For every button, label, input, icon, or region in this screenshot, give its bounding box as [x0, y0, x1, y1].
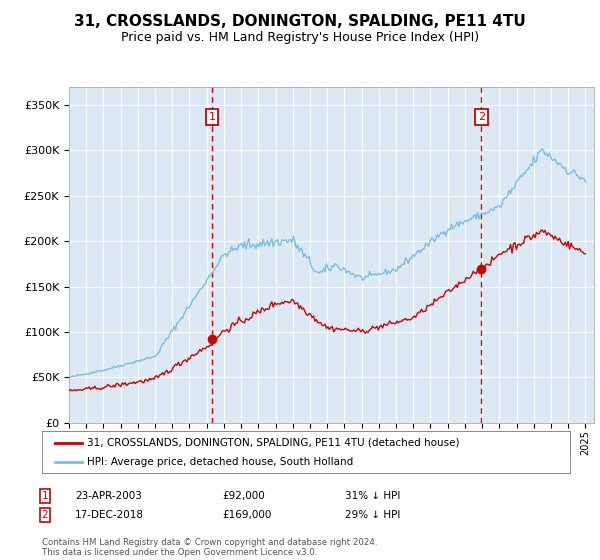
Text: 31, CROSSLANDS, DONINGTON, SPALDING, PE11 4TU: 31, CROSSLANDS, DONINGTON, SPALDING, PE1… [74, 14, 526, 29]
Text: £169,000: £169,000 [222, 510, 271, 520]
Text: Contains HM Land Registry data © Crown copyright and database right 2024.
This d: Contains HM Land Registry data © Crown c… [42, 538, 377, 557]
Text: 31% ↓ HPI: 31% ↓ HPI [345, 491, 400, 501]
Text: £92,000: £92,000 [222, 491, 265, 501]
Text: 2: 2 [478, 112, 485, 122]
Text: HPI: Average price, detached house, South Holland: HPI: Average price, detached house, Sout… [87, 457, 353, 467]
Text: Price paid vs. HM Land Registry's House Price Index (HPI): Price paid vs. HM Land Registry's House … [121, 31, 479, 44]
Text: 1: 1 [209, 112, 215, 122]
Text: 29% ↓ HPI: 29% ↓ HPI [345, 510, 400, 520]
Text: 31, CROSSLANDS, DONINGTON, SPALDING, PE11 4TU (detached house): 31, CROSSLANDS, DONINGTON, SPALDING, PE1… [87, 437, 460, 447]
Text: 17-DEC-2018: 17-DEC-2018 [75, 510, 144, 520]
Text: 2: 2 [41, 510, 49, 520]
Text: 23-APR-2003: 23-APR-2003 [75, 491, 142, 501]
Text: 1: 1 [41, 491, 49, 501]
